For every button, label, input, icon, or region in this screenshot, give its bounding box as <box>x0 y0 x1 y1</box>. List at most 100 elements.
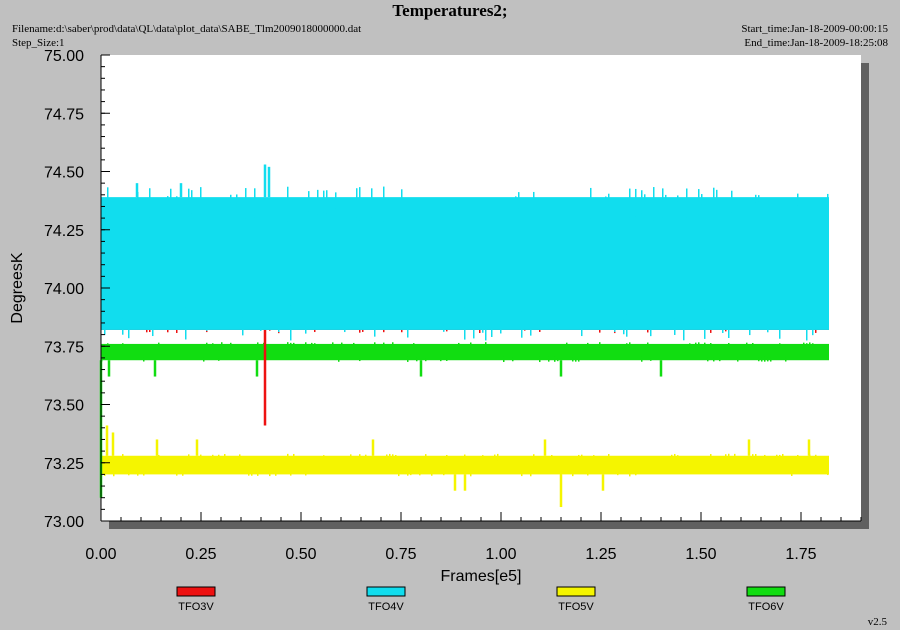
series-noise <box>290 471 292 476</box>
series-noise <box>698 189 700 216</box>
series-noise <box>608 454 610 460</box>
series-noise <box>398 470 400 477</box>
series-noise <box>359 454 361 460</box>
series-tfo4v <box>101 164 829 341</box>
series-noise <box>470 469 472 477</box>
series-noise <box>779 309 781 339</box>
series-noise <box>515 196 517 199</box>
series-noise <box>779 343 781 346</box>
series-noise <box>731 190 733 213</box>
series-noise <box>464 454 466 459</box>
series-noise <box>446 358 448 361</box>
series-noise <box>572 470 574 477</box>
series-noise <box>182 471 184 476</box>
y-tick-label: 73.75 <box>44 339 84 356</box>
series-noise <box>251 471 253 476</box>
series-noise <box>770 357 772 362</box>
series-noise <box>137 471 139 476</box>
legend-item-tfo3v: TFO3V <box>176 586 216 613</box>
series-noise <box>425 454 427 460</box>
series-noise <box>107 343 109 346</box>
series-noise <box>104 470 106 476</box>
series-noise <box>581 454 583 459</box>
series-noise <box>764 356 766 362</box>
series-noise <box>248 471 250 476</box>
series-noise <box>143 471 145 476</box>
series-noise <box>533 454 535 460</box>
y-tick-label: 73.00 <box>44 514 84 531</box>
series-noise <box>218 358 220 361</box>
series-noise <box>188 454 190 460</box>
series-noise <box>287 186 289 222</box>
legend-label: TFO6V <box>748 601 784 613</box>
series-noise <box>230 342 232 347</box>
series-noise <box>176 196 178 200</box>
series-noise <box>746 342 748 347</box>
series-noise <box>332 342 334 348</box>
series-noise <box>686 188 688 218</box>
series-noise <box>737 357 739 362</box>
series-noise <box>257 342 259 348</box>
series-noise <box>503 356 505 363</box>
series-noise <box>662 188 664 218</box>
series-noise <box>512 357 514 362</box>
legend-item-tfo4v: TFO4V <box>366 586 406 613</box>
series-noise <box>122 343 124 346</box>
series-noise <box>713 357 715 362</box>
series-noise <box>359 358 361 362</box>
series-noise <box>767 324 769 333</box>
x-tick-label: 1.00 <box>485 546 516 563</box>
series-noise <box>410 472 412 476</box>
series-noise <box>482 455 484 458</box>
series-noise <box>254 188 256 218</box>
series-noise <box>170 188 172 217</box>
series-noise <box>752 454 754 460</box>
series-noise <box>608 193 610 206</box>
chart-title: Temperatures2; <box>392 1 508 20</box>
series-noise <box>224 454 226 460</box>
series-noise <box>809 454 811 459</box>
series-noise <box>590 187 592 219</box>
series-noise <box>203 357 205 362</box>
series-noise <box>353 342 355 347</box>
legend-swatch <box>556 586 596 597</box>
series-noise <box>257 470 259 476</box>
version-label: v2.5 <box>867 616 887 628</box>
series-noise <box>485 342 487 349</box>
series-band-tfo5v <box>101 455 829 475</box>
series-noise <box>128 310 130 339</box>
start-time-label: Start_time:Jan-18-2009-00:00:15 <box>741 23 888 35</box>
series-noise <box>122 318 124 335</box>
series-noise <box>647 342 649 348</box>
series-noise <box>407 312 409 338</box>
series-noise <box>311 342 313 347</box>
x-tick-label: 1.25 <box>585 546 616 563</box>
x-tick-label: 0.00 <box>85 546 116 563</box>
series-noise <box>293 453 295 460</box>
series-noise <box>752 342 754 347</box>
series-noise <box>356 188 358 218</box>
series-noise <box>143 357 145 362</box>
series-noise <box>617 472 619 476</box>
series-noise <box>557 358 559 362</box>
series-noise <box>719 358 721 362</box>
series-noise <box>167 196 169 200</box>
series-noise <box>614 325 616 332</box>
series-noise <box>260 327 262 331</box>
series-noise <box>674 318 676 335</box>
series-noise <box>776 454 778 459</box>
series-noise <box>521 470 523 477</box>
series-noise <box>797 193 799 206</box>
series-noise <box>560 471 562 476</box>
series-noise <box>413 343 415 346</box>
series-noise <box>158 454 160 458</box>
series-layer <box>99 164 829 508</box>
legend: TFO3V TFO4V TFO5V TFO6V <box>176 586 786 613</box>
series-noise <box>383 186 385 222</box>
x-tick-label: 0.25 <box>185 546 216 563</box>
series-noise <box>587 471 589 476</box>
series-noise <box>704 309 706 339</box>
series-noise <box>122 454 124 460</box>
series-noise <box>749 317 751 336</box>
series-noise <box>392 342 394 348</box>
